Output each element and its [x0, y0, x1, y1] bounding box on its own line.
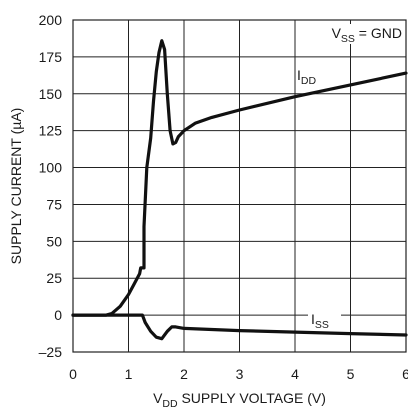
- y-tick-label: 50: [46, 233, 62, 249]
- y-tick-label: 125: [39, 123, 63, 139]
- x-tick-label: 0: [69, 366, 77, 382]
- y-tick-label: –25: [39, 344, 63, 360]
- series-label-idd: IDD: [297, 67, 316, 87]
- x-tick-label: 2: [180, 366, 188, 382]
- series-line-ss: [71, 313, 408, 341]
- x-tick-label: 5: [347, 366, 355, 382]
- tick-labels: 0 1 2 3 4 5 6 –25 0 25 50 75 100 125 150 175 200: [39, 12, 408, 382]
- y-tick-label: 25: [46, 270, 62, 286]
- y-tick-label: 200: [39, 12, 63, 28]
- series-line-dd: [71, 39, 408, 317]
- x-tick-label: 1: [125, 366, 133, 382]
- x-tick-label: 4: [291, 366, 299, 382]
- labels: VSS = GND IDD ISS VDD SUPPLY VOLTAGE (V) SUP…: [8, 24, 404, 409]
- y-axis-title: SUPPLY CURRENT (µA): [8, 108, 24, 265]
- vss-gnd-annotation: VSS = GND: [332, 25, 402, 45]
- x-tick-label: 3: [236, 366, 244, 382]
- x-tick-label: 6: [402, 366, 408, 382]
- annotation-backdrop: [325, 24, 404, 44]
- y-tick-label: 150: [39, 86, 63, 102]
- x-axis-title: VDD SUPPLY VOLTAGE (V): [153, 390, 326, 409]
- plot-frame: [72, 19, 407, 353]
- y-tick-label: 75: [46, 196, 62, 212]
- y-tick-label: 100: [39, 160, 63, 176]
- series-curves: [71, 39, 408, 341]
- y-tick-label: 0: [54, 307, 62, 323]
- plot-border: [72, 19, 407, 353]
- series-label-iss: ISS: [311, 311, 329, 331]
- y-tick-label: 175: [39, 49, 63, 65]
- iss-label-backdrop: [308, 308, 341, 330]
